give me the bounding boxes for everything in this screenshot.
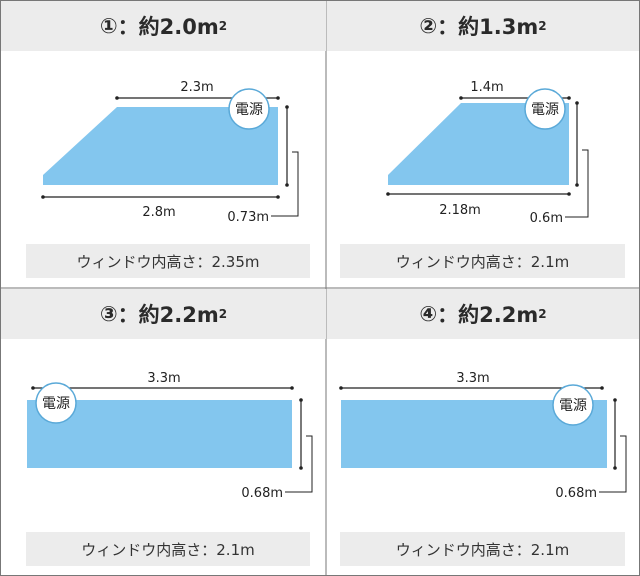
panel-2-leader	[565, 149, 589, 218]
panel-1-top-width: 2.3m	[180, 80, 213, 95]
panel-4-top-width: 3.3m	[456, 371, 489, 386]
panel-4-height: 0.68m	[555, 486, 597, 501]
panel-1-height: 0.73m	[227, 210, 269, 225]
panel-1-bottom-width: 2.8m	[142, 205, 175, 220]
panel-2-sep: ：	[437, 15, 459, 39]
panel-4-area: 約2.2m	[458, 303, 539, 327]
svg-text:電源: 電源	[531, 102, 559, 118]
panel-2-power-badge: 電源	[524, 88, 566, 130]
panel-2-number: ②	[419, 14, 438, 38]
panel-3-window-height: ウィンドウ内高さ：2.1m	[26, 532, 310, 566]
panel-2: ② ： 約1.3m 2 1.4m 2.18m 0.6m 電源 ウィンドウ内高さ：…	[327, 1, 639, 288]
panel-1-window-height: ウィンドウ内高さ：2.35m	[26, 244, 310, 278]
panel-2-height: 0.6m	[530, 211, 563, 226]
panel-4-sep: ：	[437, 303, 459, 327]
panel-1-sep: ：	[117, 15, 139, 39]
panel-1-leader	[271, 151, 299, 217]
panel-1-area: 約2.0m	[138, 15, 219, 39]
panel-4-title: ④ ： 約2.2m 2	[327, 289, 639, 339]
panel-3-number: ③	[99, 302, 118, 326]
panel-2-top-width: 1.4m	[470, 80, 503, 95]
panel-1-power-badge: 電源	[228, 88, 270, 130]
panel-3: ③ ： 約2.2m 2 3.3m 0.68m 電源 ウィンドウ内高さ：2.1m	[1, 289, 326, 575]
panel-1: ① ： 約2.0m 2 2.3m 2.8m 0.73m 電源 ウィンドウ内高さ：…	[1, 1, 326, 288]
panel-4-window-height: ウィンドウ内高さ：2.1m	[340, 532, 625, 566]
panel-2-window-height: ウィンドウ内高さ：2.1m	[340, 244, 625, 278]
panel-2-title: ② ： 約1.3m 2	[327, 1, 639, 51]
panel-3-title: ③ ： 約2.2m 2	[1, 289, 326, 339]
panel-4-leader	[599, 435, 627, 493]
panel-3-height: 0.68m	[241, 486, 283, 501]
panel-4-power-badge: 電源	[552, 384, 594, 426]
panel-3-sep: ：	[117, 303, 139, 327]
panel-4-diagram: 3.3m 0.68m 電源	[339, 371, 627, 501]
panel-4-number: ④	[419, 302, 438, 326]
svg-text:電源: 電源	[559, 398, 587, 414]
panel-1-shape	[43, 107, 278, 185]
panel-3-leader	[285, 435, 313, 493]
panel-1-number: ①	[99, 14, 118, 38]
panel-2-diagram: 1.4m 2.18m 0.6m 電源	[386, 80, 589, 226]
svg-text:電源: 電源	[235, 102, 263, 118]
panel-3-top-width: 3.3m	[147, 371, 180, 386]
panel-4: ④ ： 約2.2m 2 3.3m 0.68m 電源 ウィンドウ内高さ：2.1m	[327, 289, 639, 575]
panel-2-bottom-width: 2.18m	[439, 203, 481, 218]
panel-1-diagram: 2.3m 2.8m 0.73m 電源	[41, 80, 299, 225]
svg-text:電源: 電源	[42, 396, 70, 412]
panel-2-shape	[388, 103, 569, 185]
panel-3-diagram: 3.3m 0.68m 電源	[27, 371, 313, 501]
panel-2-area: 約1.3m	[458, 15, 539, 39]
panel-1-title: ① ： 約2.0m 2	[1, 1, 326, 51]
panel-3-area: 約2.2m	[138, 303, 219, 327]
panel-3-power-badge: 電源	[35, 382, 77, 424]
